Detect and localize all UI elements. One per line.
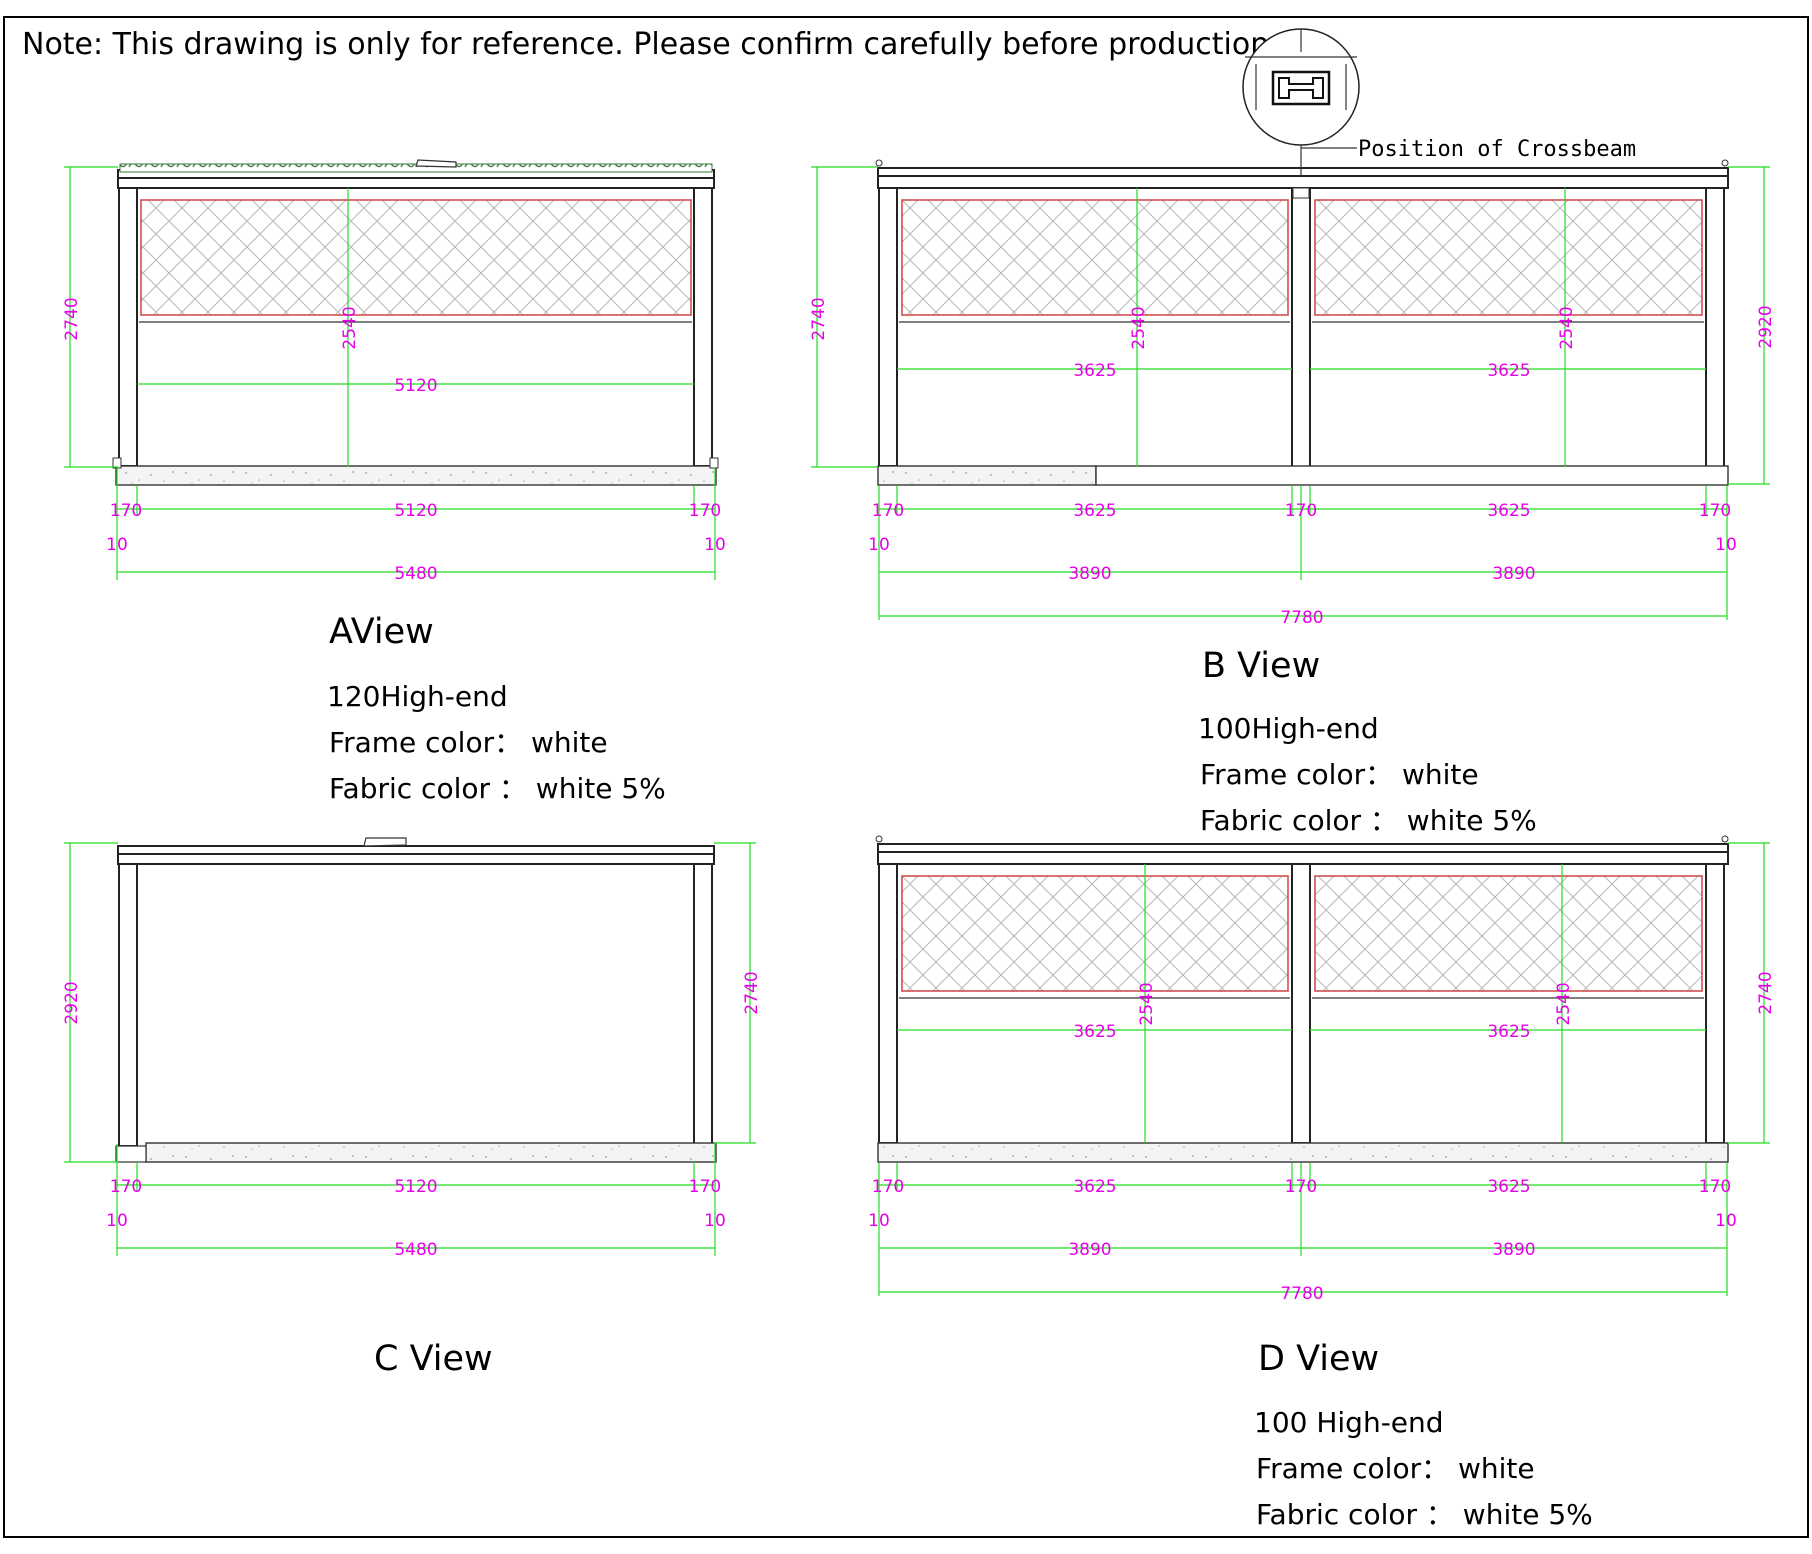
view-c-height-right-label: 2740	[742, 971, 762, 1014]
view-d-inner-width-2-label: 3625	[1487, 1022, 1530, 1042]
view-b-height-left-label: 2740	[809, 297, 829, 340]
view-d-fabric-left	[901, 875, 1289, 992]
view-d-post-right	[1705, 863, 1725, 1144]
view-c-roof-beam	[117, 845, 715, 855]
view-a-post-left	[118, 187, 138, 467]
view-b-spec-1: 100High-end	[1198, 712, 1379, 745]
view-a-spec-2: Frame color： white	[329, 726, 608, 759]
view-b-half-2-label: 3890	[1492, 564, 1535, 584]
view-b-post-2-label: 170	[1285, 501, 1317, 521]
view-b-edge-left-label: 10	[868, 535, 890, 555]
view-d-half-1-label: 3890	[1068, 1240, 1111, 1260]
view-c-span-label: 5120	[394, 1177, 437, 1197]
view-a-edge-right-label: 10	[704, 535, 726, 555]
view-d-roof-beam	[877, 843, 1729, 853]
crossbeam-profile	[1271, 70, 1331, 106]
view-b-inner-width-2-label: 3625	[1487, 361, 1530, 381]
sheet-border	[3, 16, 1809, 1538]
view-b-post-left	[878, 187, 898, 467]
view-b-fabric-left	[901, 199, 1289, 316]
view-d-edge-left-label: 10	[868, 1211, 890, 1231]
view-a-post-left-label: 170	[110, 501, 142, 521]
view-d-span-1-label: 3625	[1073, 1177, 1116, 1197]
view-d-total-label: 7780	[1280, 1284, 1323, 1304]
view-b-post-3-label: 170	[1699, 501, 1731, 521]
view-d-inner-height-2-label: 2540	[1554, 982, 1574, 1025]
view-a-edge-left-label: 10	[106, 535, 128, 555]
view-c-height-left-label: 2920	[62, 981, 82, 1024]
view-d-spec-1: 100 High-end	[1254, 1406, 1444, 1439]
view-b-inner-height-2-label: 2540	[1557, 306, 1577, 349]
view-b-gutter	[877, 175, 1729, 189]
view-c-post-right	[693, 863, 713, 1147]
view-b-spec-2: Frame color： white	[1200, 758, 1479, 791]
view-a-spec-3: Fabric color ： white 5%	[329, 772, 666, 805]
view-a-base	[115, 465, 717, 486]
view-b-post-middle	[1291, 187, 1311, 484]
view-c-base	[145, 1142, 717, 1163]
view-b-inner-width-1-label: 3625	[1073, 361, 1116, 381]
view-d-base	[877, 1142, 1729, 1163]
view-b-inner-height-1-label: 2540	[1129, 306, 1149, 349]
view-d-edge-right-label: 10	[1715, 1211, 1737, 1231]
view-b-base	[877, 465, 1097, 486]
view-a-louvers	[119, 163, 713, 173]
view-a-fabric-screen	[140, 199, 692, 316]
reference-note: Note: This drawing is only for reference…	[22, 27, 1279, 62]
view-d-post-left	[878, 863, 898, 1144]
view-b-edge-right-label: 10	[1715, 535, 1737, 555]
view-b-half-1-label: 3890	[1068, 564, 1111, 584]
view-c-title: C View	[374, 1339, 493, 1379]
view-c-post-left-label: 170	[110, 1177, 142, 1197]
view-a-span-label: 5120	[394, 501, 437, 521]
view-a-motor	[415, 159, 457, 168]
view-a-drawing	[64, 159, 719, 580]
view-d-inner-width-1-label: 3625	[1073, 1022, 1116, 1042]
view-d-post-2-label: 170	[1285, 1177, 1317, 1197]
view-b-roof-beam	[877, 167, 1729, 177]
view-d-span-2-label: 3625	[1487, 1177, 1530, 1197]
view-d-gutter	[877, 851, 1729, 865]
view-d-height-right-label: 2740	[1756, 971, 1776, 1014]
view-c-post-right-label: 170	[689, 1177, 721, 1197]
view-d-half-2-label: 3890	[1492, 1240, 1535, 1260]
view-d-inner-height-1-label: 2540	[1137, 982, 1157, 1025]
view-a-gutter	[117, 177, 715, 189]
view-b-span-2-label: 3625	[1487, 501, 1530, 521]
view-b-post-right	[1705, 187, 1725, 484]
crossbeam-callout-label: Position of Crossbeam	[1358, 137, 1636, 162]
view-d-title: D View	[1258, 1339, 1379, 1379]
view-d-spec-2: Frame color： white	[1256, 1452, 1535, 1485]
view-a-total-label: 5480	[394, 564, 437, 584]
view-a-inner-width-label: 5120	[394, 376, 437, 396]
view-d-fabric-right	[1314, 875, 1703, 992]
view-d-post-1-label: 170	[872, 1177, 904, 1197]
view-c-edge-left-label: 10	[106, 1211, 128, 1231]
view-d-drawing	[875, 835, 1770, 1296]
view-c-gutter	[117, 853, 715, 865]
view-b-spec-3: Fabric color ： white 5%	[1200, 804, 1537, 837]
view-c-motor	[363, 837, 407, 847]
view-a-title: AView	[329, 612, 434, 652]
view-c-drawing	[64, 837, 756, 1256]
view-a-spec-1: 120High-end	[327, 680, 508, 713]
view-d-post-middle	[1291, 863, 1311, 1144]
view-c-total-label: 5480	[394, 1240, 437, 1260]
view-d-post-3-label: 170	[1699, 1177, 1731, 1197]
view-a-inner-height-label: 2540	[340, 306, 360, 349]
view-b-height-right-label: 2920	[1756, 305, 1776, 348]
view-b-post-1-label: 170	[872, 501, 904, 521]
view-c-post-left	[118, 863, 138, 1147]
view-d-spec-3: Fabric color ： white 5%	[1256, 1498, 1593, 1531]
view-b-fabric-right	[1314, 199, 1703, 316]
view-b-total-label: 7780	[1280, 608, 1323, 628]
view-c-edge-right-label: 10	[704, 1211, 726, 1231]
view-a-post-right	[693, 187, 713, 467]
view-b-span-1-label: 3625	[1073, 501, 1116, 521]
view-a-height-label: 2740	[62, 297, 82, 340]
view-a-post-right-label: 170	[689, 501, 721, 521]
view-b-title: B View	[1202, 646, 1320, 686]
view-b-drawing	[811, 28, 1770, 620]
